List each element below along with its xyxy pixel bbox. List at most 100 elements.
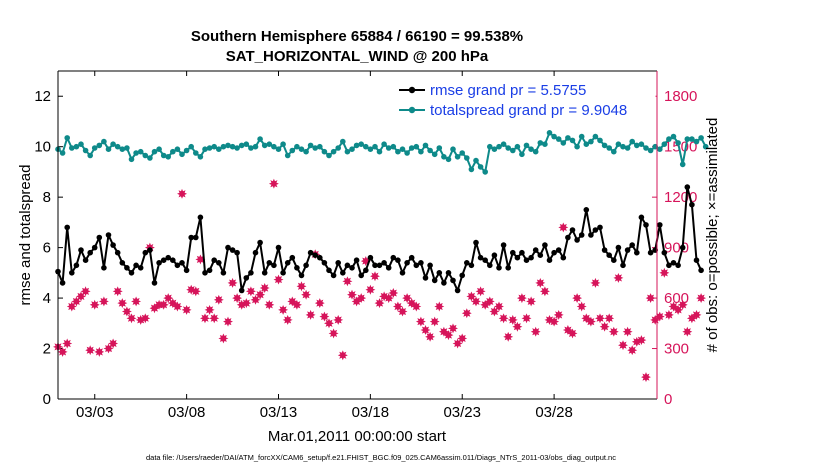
rmse-point xyxy=(229,247,236,253)
rmse-point xyxy=(59,280,66,286)
totalspread-point xyxy=(624,145,631,151)
obs-assimilated-marker xyxy=(268,178,279,189)
rmse-point xyxy=(436,270,443,276)
obs-assimilated-marker xyxy=(627,345,638,356)
totalspread-point xyxy=(114,143,121,150)
rmse-point xyxy=(675,262,681,269)
totalspread-point xyxy=(546,130,553,136)
rmse-point xyxy=(78,247,84,253)
rmse-point xyxy=(514,254,521,261)
totalspread-point xyxy=(601,142,608,149)
totalspread-point xyxy=(252,143,259,150)
rmse-point xyxy=(160,257,167,264)
totalspread-point xyxy=(643,145,649,151)
totalspread-point xyxy=(487,143,493,150)
totalspread-point xyxy=(565,135,571,141)
obs-assimilated-marker xyxy=(200,313,210,324)
totalspread-point xyxy=(459,150,466,156)
totalspread-point xyxy=(142,152,149,159)
obs-assimilated-marker xyxy=(291,299,302,310)
totalspread-point xyxy=(496,143,502,150)
rmse-point xyxy=(569,227,576,233)
obs-assimilated-marker xyxy=(195,254,206,265)
totalspread-point xyxy=(657,146,663,152)
totalspread-point xyxy=(381,141,387,147)
left-y-tick-label: 0 xyxy=(43,391,51,408)
totalspread-point xyxy=(289,147,296,154)
rmse-point xyxy=(202,270,208,276)
obs-assimilated-marker xyxy=(177,188,187,199)
totalspread-point xyxy=(101,138,107,145)
legend-spread-marker xyxy=(408,106,416,114)
rmse-point xyxy=(588,232,594,238)
rmse-point xyxy=(137,265,144,271)
rmse-point xyxy=(601,247,608,253)
obs-assimilated-marker xyxy=(503,331,514,342)
rmse-point xyxy=(634,249,640,256)
rmse-point xyxy=(408,254,415,261)
obs-assimilated-marker xyxy=(112,286,123,297)
rmse-point xyxy=(565,234,571,241)
rmse-point xyxy=(101,265,107,271)
rmse-point xyxy=(666,262,672,269)
obs-assimilated-marker xyxy=(301,289,312,300)
totalspread-point xyxy=(385,145,392,151)
obs-assimilated-marker xyxy=(108,338,119,349)
totalspread-point xyxy=(647,147,654,154)
obs-assimilated-marker xyxy=(209,313,220,324)
rmse-point xyxy=(87,249,93,256)
obs-assimilated-marker xyxy=(585,316,596,327)
obs-assimilated-marker xyxy=(241,298,252,309)
rmse-point xyxy=(611,257,617,264)
rmse-point xyxy=(105,232,112,238)
totalspread-point xyxy=(156,146,162,152)
totalspread-point xyxy=(583,141,590,147)
obs-assimilated-marker xyxy=(121,306,132,317)
rmse-point xyxy=(280,270,286,276)
totalspread-point xyxy=(211,143,217,150)
obs-assimilated-marker xyxy=(484,296,495,307)
obs-assimilated-marker xyxy=(282,314,293,325)
totalspread-point xyxy=(160,152,167,159)
totalspread-point xyxy=(165,154,171,160)
totalspread-point xyxy=(523,142,530,149)
rmse-point xyxy=(624,247,631,253)
rmse-point xyxy=(496,265,502,271)
rmse-point xyxy=(532,247,539,253)
obs-assimilated-marker xyxy=(654,311,665,322)
totalspread-point xyxy=(537,140,544,146)
totalspread-point xyxy=(441,154,447,160)
obs-assimilated-marker xyxy=(530,326,541,337)
obs-assimilated-marker xyxy=(682,326,693,337)
right-y-tick-label: 1500 xyxy=(664,139,697,156)
rmse-point xyxy=(427,262,433,269)
totalspread-point xyxy=(408,145,415,151)
obs-assimilated-marker xyxy=(663,309,674,320)
obs-assimilated-marker xyxy=(457,333,468,344)
rmse-point xyxy=(248,270,254,276)
totalspread-point xyxy=(482,169,489,175)
rmse-point xyxy=(156,260,162,266)
totalspread-point xyxy=(275,146,282,152)
obs-assimilated-marker xyxy=(374,298,385,309)
totalspread-point xyxy=(611,148,617,155)
totalspread-point xyxy=(225,142,231,149)
totalspread-point xyxy=(528,146,534,152)
rmse-point xyxy=(358,272,365,279)
rmse-point xyxy=(578,232,585,238)
rmse-point xyxy=(238,287,245,294)
totalspread-point xyxy=(110,141,116,147)
obs-assimilated-marker xyxy=(636,335,647,346)
rmse-point xyxy=(151,280,158,286)
obs-assimilated-marker xyxy=(420,325,431,335)
totalspread-point xyxy=(133,150,139,156)
totalspread-point xyxy=(298,146,305,152)
left-axis-label: rmse and totalspread xyxy=(17,165,34,306)
x-tick-label: 03/08 xyxy=(168,404,206,421)
obs-assimilated-marker xyxy=(691,309,702,320)
rmse-point xyxy=(482,257,489,264)
totalspread-point xyxy=(670,133,677,140)
totalspread-point xyxy=(358,141,365,147)
